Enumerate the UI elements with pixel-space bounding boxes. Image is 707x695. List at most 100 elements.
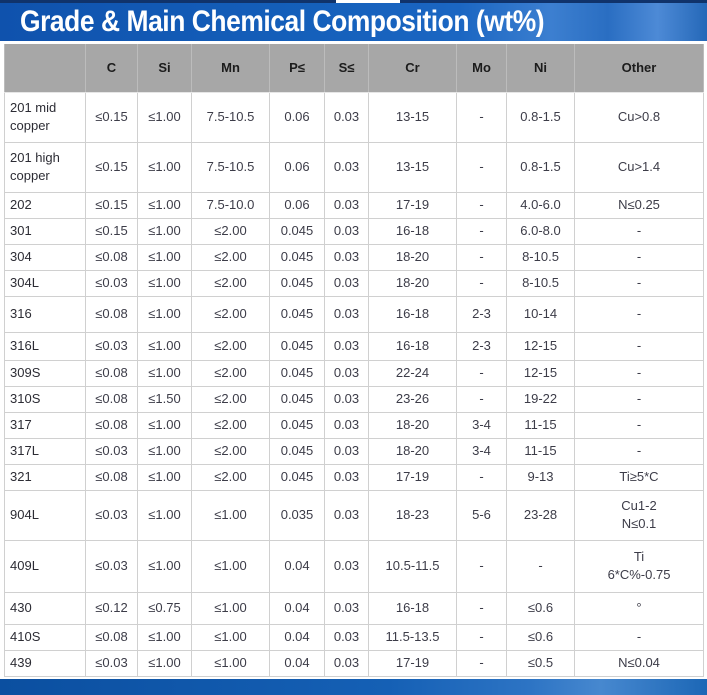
value-cell: 0.045 bbox=[269, 331, 325, 361]
value-cell: ≤2.00 bbox=[191, 437, 270, 465]
value-cell: - bbox=[456, 623, 507, 651]
column-header: Other bbox=[574, 44, 704, 93]
value-cell: 0.03 bbox=[324, 217, 369, 245]
value-cell: ≤0.6 bbox=[506, 591, 575, 625]
value-cell: ≤0.03 bbox=[85, 269, 138, 297]
value-cell: 8-10.5 bbox=[506, 269, 575, 297]
value-cell: 18-20 bbox=[368, 411, 457, 439]
value-cell: 0.03 bbox=[324, 331, 369, 361]
value-cell: - bbox=[574, 331, 704, 361]
value-cell: 0.03 bbox=[324, 243, 369, 271]
value-cell: ≤0.08 bbox=[85, 623, 138, 651]
value-cell: 18-20 bbox=[368, 269, 457, 297]
value-cell: - bbox=[456, 463, 507, 491]
value-cell: N≤0.25 bbox=[574, 191, 704, 219]
value-cell: 16-18 bbox=[368, 295, 457, 333]
value-cell: 3-4 bbox=[456, 411, 507, 439]
value-cell: ≤0.08 bbox=[85, 359, 138, 387]
value-cell: 18-23 bbox=[368, 489, 457, 541]
value-cell: ≤0.5 bbox=[506, 649, 575, 677]
grade-cell: 309S bbox=[4, 359, 86, 387]
page-title: Grade & Main Chemical Composition (wt%) bbox=[20, 5, 545, 38]
grade-cell: 304 bbox=[4, 243, 86, 271]
value-cell: 19-22 bbox=[506, 385, 575, 413]
value-cell: - bbox=[456, 141, 507, 193]
value-cell: - bbox=[456, 649, 507, 677]
grade-cell: 202 bbox=[4, 191, 86, 219]
value-cell: 18-20 bbox=[368, 243, 457, 271]
value-cell: 7.5-10.5 bbox=[191, 91, 270, 143]
value-cell: - bbox=[456, 217, 507, 245]
table-row: 439 ≤0.03 ≤1.00 ≤1.00 0.04 0.03 17-19- ≤0.5 N≤0.… bbox=[4, 649, 704, 677]
value-cell: 0.045 bbox=[269, 217, 325, 245]
value-cell: ≤1.00 bbox=[191, 591, 270, 625]
value-cell: 0.03 bbox=[324, 141, 369, 193]
grade-cell: 301 bbox=[4, 217, 86, 245]
value-cell: ≤1.00 bbox=[137, 217, 192, 245]
value-cell: 0.03 bbox=[324, 191, 369, 219]
value-cell: 3-4 bbox=[456, 437, 507, 465]
value-cell: - bbox=[574, 295, 704, 333]
grade-cell: 201 high copper bbox=[4, 141, 86, 193]
value-cell: 0.03 bbox=[324, 385, 369, 413]
value-cell: 6.0-8.0 bbox=[506, 217, 575, 245]
table-row: 301 ≤0.15 ≤1.00 ≤2.00 0.045 0.03 16-18-6.0-8.0… bbox=[4, 217, 704, 245]
value-cell: 4.0-6.0 bbox=[506, 191, 575, 219]
value-cell: ≤2.00 bbox=[191, 243, 270, 271]
value-cell: - bbox=[574, 359, 704, 387]
value-cell: ≤0.08 bbox=[85, 411, 138, 439]
value-cell: ≤0.15 bbox=[85, 91, 138, 143]
value-cell: 0.04 bbox=[269, 591, 325, 625]
column-header: Mn bbox=[191, 44, 270, 93]
value-cell: ≤1.00 bbox=[191, 623, 270, 651]
value-cell: 0.8-1.5 bbox=[506, 91, 575, 143]
value-cell: ≤1.00 bbox=[137, 295, 192, 333]
column-header: Ni bbox=[506, 44, 575, 93]
value-cell: Ti≥5*C bbox=[574, 463, 704, 491]
value-cell: 2-3 bbox=[456, 331, 507, 361]
value-cell: - bbox=[456, 385, 507, 413]
value-cell: 17-19 bbox=[368, 649, 457, 677]
value-cell: ≤1.00 bbox=[137, 437, 192, 465]
value-cell: ≤1.00 bbox=[137, 411, 192, 439]
value-cell: 10-14 bbox=[506, 295, 575, 333]
value-cell: 0.03 bbox=[324, 489, 369, 541]
value-cell: 0.045 bbox=[269, 463, 325, 491]
value-cell: ≤0.03 bbox=[85, 539, 138, 593]
value-cell: - bbox=[456, 243, 507, 271]
column-header: Mo bbox=[456, 44, 507, 93]
value-cell: ≤0.12 bbox=[85, 591, 138, 625]
value-cell: - bbox=[456, 269, 507, 297]
value-cell: ≤2.00 bbox=[191, 217, 270, 245]
table-row: 304L ≤0.03 ≤1.00 ≤2.00 0.045 0.03 18-20-8-10.5… bbox=[4, 269, 704, 297]
value-cell: 0.03 bbox=[324, 359, 369, 387]
value-cell: ≤0.08 bbox=[85, 243, 138, 271]
value-cell: 0.06 bbox=[269, 91, 325, 143]
top-strip bbox=[0, 0, 707, 3]
value-cell: ≤2.00 bbox=[191, 411, 270, 439]
value-cell: 0.03 bbox=[324, 463, 369, 491]
column-header: Cr bbox=[368, 44, 457, 93]
value-cell: - bbox=[574, 243, 704, 271]
value-cell: ≤1.00 bbox=[137, 91, 192, 143]
column-header: P≤ bbox=[269, 44, 325, 93]
value-cell: - bbox=[574, 269, 704, 297]
value-cell: ≤1.00 bbox=[137, 141, 192, 193]
value-cell: - bbox=[456, 539, 507, 593]
value-cell: ≤2.00 bbox=[191, 331, 270, 361]
value-cell: 0.03 bbox=[324, 295, 369, 333]
value-cell: ≤0.03 bbox=[85, 331, 138, 361]
value-cell: ≤0.03 bbox=[85, 489, 138, 541]
value-cell: 8-10.5 bbox=[506, 243, 575, 271]
value-cell: - bbox=[456, 91, 507, 143]
table-row: 409L ≤0.03 ≤1.00 ≤1.00 0.04 0.03 10.5-11.5- - Ti… bbox=[4, 539, 704, 593]
value-cell: ≤1.50 bbox=[137, 385, 192, 413]
column-header: Si bbox=[137, 44, 192, 93]
value-cell: ≤1.00 bbox=[137, 243, 192, 271]
value-cell: ≤1.00 bbox=[191, 489, 270, 541]
value-cell: ≤0.03 bbox=[85, 437, 138, 465]
value-cell: Cu1-2 N≤0.1 bbox=[574, 489, 704, 541]
value-cell: 0.04 bbox=[269, 539, 325, 593]
value-cell: ≤0.08 bbox=[85, 295, 138, 333]
grade-cell: 317L bbox=[4, 437, 86, 465]
